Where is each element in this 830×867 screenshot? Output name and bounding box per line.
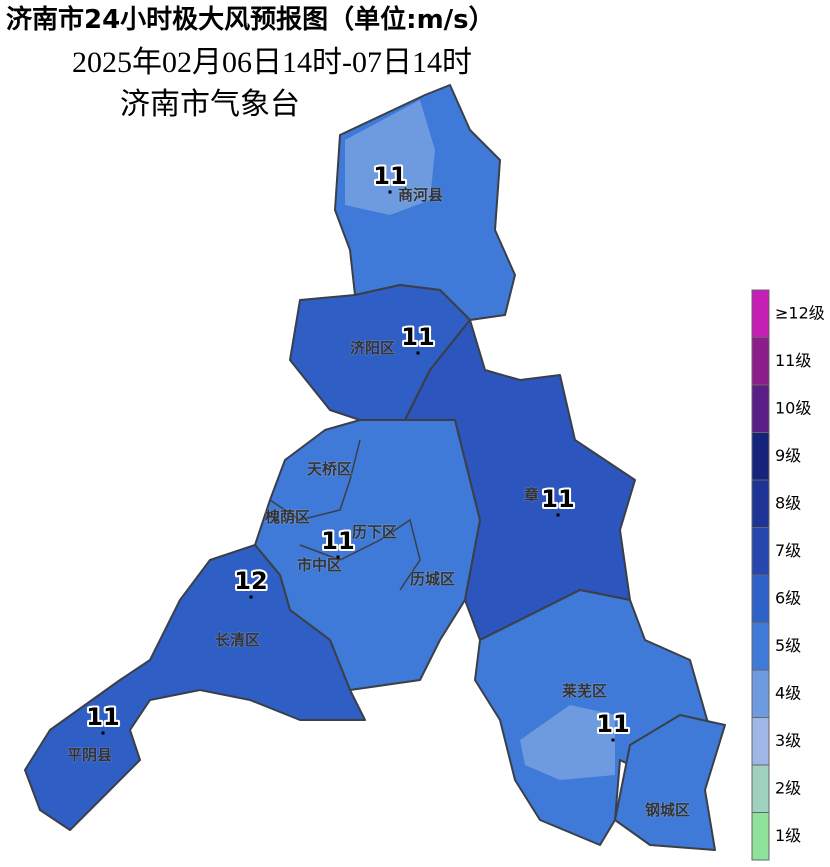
- legend-swatch: [751, 717, 770, 766]
- gangcheng: [614, 714, 726, 851]
- shanghe-light: [345, 100, 435, 215]
- district-label: 历下区: [352, 523, 397, 541]
- legend-label: 2级: [775, 778, 801, 797]
- agency: 济南市气象台: [120, 88, 300, 121]
- legend-swatch: [751, 337, 770, 386]
- station-dot: [611, 738, 615, 742]
- station-value: 11: [321, 527, 354, 555]
- district-label: 章: [524, 486, 539, 504]
- station-value: 11: [86, 703, 119, 731]
- legend-label: 7级: [775, 541, 801, 560]
- legend-swatch: [751, 479, 770, 528]
- inner-border: [299, 518, 421, 591]
- legend-swatch: [751, 527, 770, 576]
- station-value: 11: [541, 485, 574, 513]
- laiwu-light: [520, 705, 615, 780]
- legend-label: 1级: [775, 826, 801, 845]
- district-label: 长清区: [215, 631, 260, 649]
- station-dot: [416, 351, 420, 355]
- legend-label: 8级: [775, 493, 801, 512]
- district-label: 钢城区: [645, 801, 690, 819]
- legend-label: 10级: [775, 398, 811, 417]
- title: 济南市24小时极大风预报图（单位:m/s）: [6, 4, 495, 35]
- district-label: 济阳区: [350, 339, 395, 357]
- legend: ≥12级 11级 10级 9级 8级 7级 6级 5级 4级 3级 2级 1级: [751, 289, 825, 861]
- legend-label: 3级: [775, 731, 801, 750]
- district-label: 槐荫区: [264, 508, 310, 526]
- legend-swatch: [751, 432, 770, 481]
- station-value: 11: [401, 323, 434, 351]
- district-label: 历城区: [410, 570, 455, 588]
- district-labels: 商河县 济阳区 天桥区 章 槐荫区 历下区 市中区 历城区 长清区 莱芜区 平阴…: [67, 186, 691, 820]
- district-label: 市中区: [297, 556, 342, 574]
- inner-border: [269, 439, 361, 521]
- station-value: 11: [373, 162, 406, 190]
- station-dot: [101, 731, 105, 735]
- legend-swatch: [751, 812, 770, 861]
- legend-swatch: [751, 622, 770, 671]
- legend-swatch: [751, 764, 770, 813]
- legend-swatch: [751, 669, 770, 718]
- legend-swatch: [751, 574, 770, 623]
- station-dot: [556, 513, 560, 517]
- station-dot: [388, 190, 392, 194]
- legend-label: 5级: [775, 636, 801, 655]
- district-label: 天桥区: [307, 460, 352, 478]
- stations: 11 11 11 11 12 11 11: [84, 160, 632, 742]
- changqing-pingyin: [24, 544, 366, 831]
- legend-swatch: [751, 384, 770, 433]
- legend-label: 9级: [775, 446, 801, 465]
- station-dot: [336, 555, 340, 559]
- station-value: 11: [596, 710, 629, 738]
- legend-label: 6级: [775, 588, 801, 607]
- legend-swatch: [751, 289, 770, 338]
- district-label: 商河县: [398, 186, 443, 204]
- district-label: 莱芜区: [562, 682, 607, 700]
- district-label: 平阴县: [67, 746, 112, 764]
- legend-label: ≥12级: [775, 303, 825, 322]
- station-value: 12: [234, 567, 267, 595]
- legend-label: 11级: [775, 351, 811, 370]
- station-dot: [249, 595, 253, 599]
- period: 2025年02月06日14时-07日14时: [72, 46, 472, 79]
- regions: [24, 84, 726, 851]
- legend-label: 4级: [775, 683, 801, 702]
